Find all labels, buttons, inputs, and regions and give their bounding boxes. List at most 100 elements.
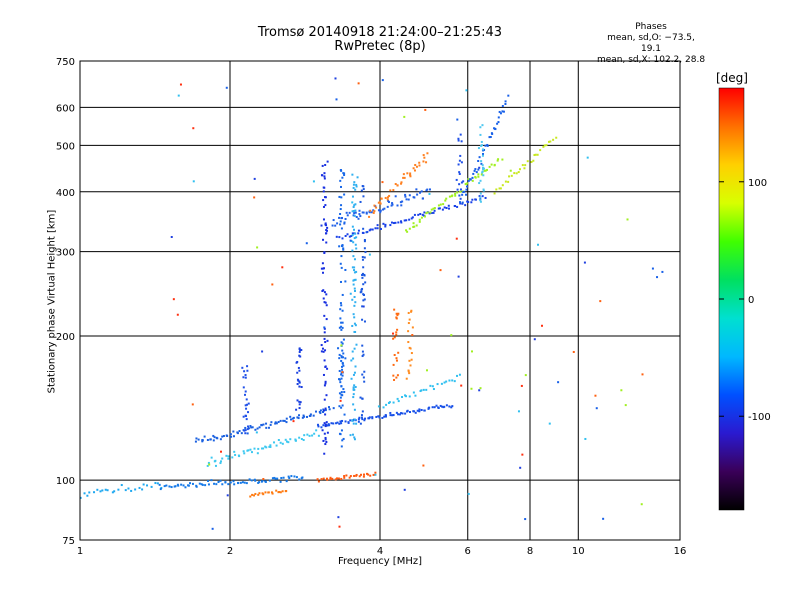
data-point bbox=[320, 478, 323, 481]
data-point bbox=[308, 434, 311, 437]
data-point bbox=[498, 187, 501, 190]
data-point bbox=[323, 291, 326, 294]
data-point bbox=[480, 140, 483, 143]
data-point bbox=[355, 236, 358, 239]
data-point bbox=[322, 218, 325, 221]
data-point bbox=[244, 390, 247, 393]
data-point bbox=[336, 222, 339, 225]
data-point bbox=[338, 432, 341, 435]
data-point bbox=[326, 367, 329, 370]
data-point bbox=[624, 404, 627, 407]
data-point bbox=[351, 210, 354, 213]
data-point bbox=[392, 189, 395, 192]
data-point bbox=[459, 188, 462, 191]
data-point bbox=[523, 167, 526, 170]
data-point bbox=[460, 384, 463, 387]
data-point bbox=[391, 414, 394, 417]
data-point bbox=[357, 232, 360, 235]
data-point bbox=[406, 409, 409, 412]
x-tick-label: 16 bbox=[674, 546, 687, 557]
data-point bbox=[510, 174, 513, 177]
data-point bbox=[338, 405, 341, 408]
data-point bbox=[477, 159, 480, 162]
data-point bbox=[262, 478, 265, 481]
data-point bbox=[377, 415, 380, 418]
data-point bbox=[324, 423, 327, 426]
data-point bbox=[189, 482, 192, 485]
data-point bbox=[423, 215, 426, 218]
data-point bbox=[362, 211, 365, 214]
data-point bbox=[372, 473, 375, 476]
data-point bbox=[355, 185, 358, 188]
data-point bbox=[450, 195, 453, 198]
data-point bbox=[448, 195, 451, 198]
data-point bbox=[350, 377, 353, 380]
data-point bbox=[267, 426, 270, 429]
data-point bbox=[469, 178, 472, 181]
data-point bbox=[403, 176, 406, 179]
data-point bbox=[212, 434, 215, 437]
data-point bbox=[206, 464, 209, 467]
data-point bbox=[405, 377, 408, 380]
data-point bbox=[322, 408, 325, 411]
data-point bbox=[541, 324, 544, 327]
data-point bbox=[413, 196, 416, 199]
data-point bbox=[470, 201, 473, 204]
data-point bbox=[340, 344, 343, 347]
data-point bbox=[661, 270, 664, 273]
data-point bbox=[213, 436, 216, 439]
data-point bbox=[410, 352, 413, 355]
data-point bbox=[340, 377, 343, 380]
data-point bbox=[219, 460, 222, 463]
data-point bbox=[224, 481, 227, 484]
data-point bbox=[268, 479, 271, 482]
data-point bbox=[298, 369, 301, 372]
data-point bbox=[407, 322, 410, 325]
data-point bbox=[339, 212, 342, 215]
data-point bbox=[620, 389, 623, 392]
data-point bbox=[341, 368, 344, 371]
data-point bbox=[214, 459, 217, 462]
data-point bbox=[471, 176, 474, 179]
data-point bbox=[278, 490, 281, 493]
data-point bbox=[357, 229, 360, 232]
data-point bbox=[384, 223, 387, 226]
data-point bbox=[395, 411, 398, 414]
data-point bbox=[343, 172, 346, 175]
data-point bbox=[401, 200, 404, 203]
data-point bbox=[407, 330, 410, 333]
colorbar-tick-label: 100 bbox=[748, 178, 767, 189]
data-point bbox=[353, 287, 356, 290]
data-point bbox=[496, 159, 499, 162]
data-point bbox=[418, 410, 421, 413]
data-point bbox=[340, 266, 343, 269]
data-point bbox=[317, 425, 320, 428]
data-point bbox=[340, 328, 343, 331]
data-point bbox=[361, 397, 364, 400]
x-tick-label: 10 bbox=[572, 546, 585, 557]
data-point bbox=[336, 477, 339, 480]
data-point bbox=[533, 154, 536, 157]
data-point bbox=[626, 218, 629, 221]
data-point bbox=[405, 395, 408, 398]
data-point bbox=[251, 426, 254, 429]
data-point bbox=[86, 494, 89, 497]
data-point bbox=[340, 422, 343, 425]
data-point bbox=[301, 416, 304, 419]
data-point bbox=[430, 208, 433, 211]
data-point bbox=[410, 310, 413, 313]
data-point bbox=[285, 490, 288, 493]
data-point bbox=[405, 219, 408, 222]
data-point bbox=[325, 293, 328, 296]
data-point bbox=[425, 369, 428, 372]
data-point bbox=[524, 374, 527, 377]
data-point bbox=[353, 384, 356, 387]
data-point bbox=[481, 164, 484, 167]
data-point bbox=[501, 110, 504, 113]
data-point bbox=[395, 376, 398, 379]
data-point bbox=[353, 266, 356, 269]
data-point bbox=[343, 221, 346, 224]
data-point bbox=[341, 439, 344, 442]
data-point bbox=[316, 478, 319, 481]
data-point bbox=[295, 408, 298, 411]
